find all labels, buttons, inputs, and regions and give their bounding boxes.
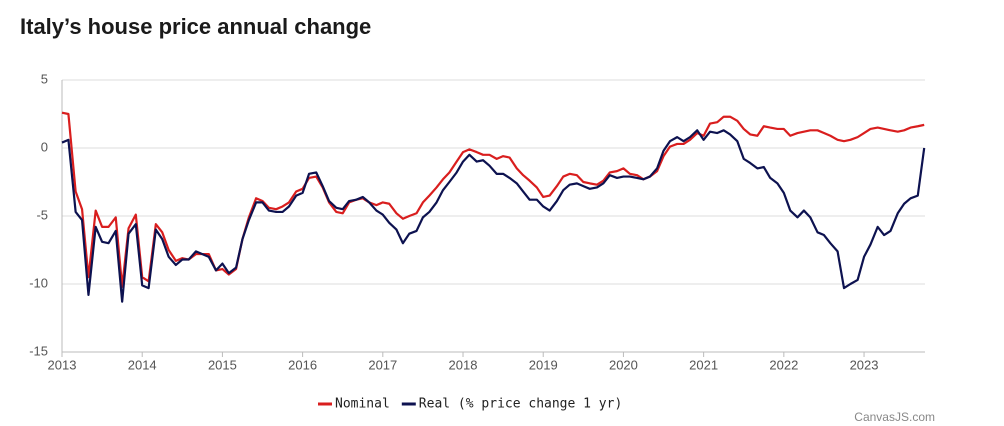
x-tick-label: 2021 [689, 357, 718, 372]
x-tick-label: 2022 [769, 357, 798, 372]
chart-title: Italy’s house price annual change [20, 14, 371, 39]
x-tick-label: 2020 [609, 357, 638, 372]
series-line [61, 111, 925, 288]
legend-label: Real (% price change 1 yr) [419, 397, 623, 412]
y-tick-label: 5 [41, 71, 48, 86]
x-tick-label: 2013 [48, 357, 77, 372]
x-tick-label: 2015 [208, 357, 237, 372]
credit: CanvasJS.com [854, 410, 935, 421]
x-tick-label: 2014 [128, 357, 157, 372]
x-tick-label: 2016 [288, 357, 317, 372]
y-tick-label: -5 [36, 207, 48, 222]
y-tick-label: 0 [41, 139, 48, 154]
y-tick-label: -15 [29, 343, 48, 358]
series-line [61, 129, 926, 303]
y-tick-label: -10 [29, 275, 48, 290]
x-tick-label: 2023 [850, 357, 879, 372]
x-tick-label: 2018 [449, 357, 478, 372]
x-tick-label: 2017 [368, 357, 397, 372]
legend-label: Nominal [335, 397, 390, 412]
x-tick-label: 2019 [529, 357, 558, 372]
